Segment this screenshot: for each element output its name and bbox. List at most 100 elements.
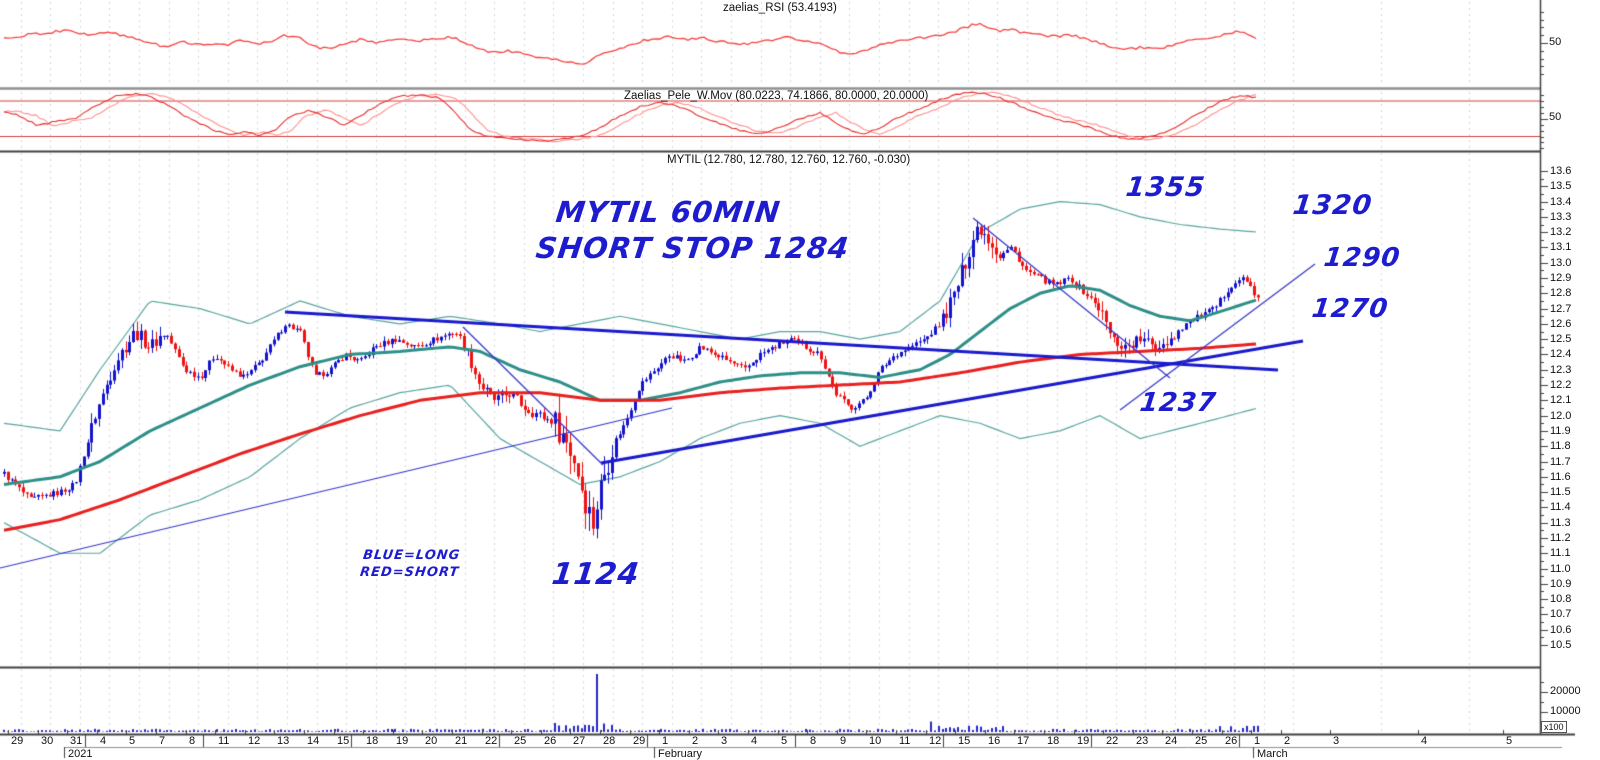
date-label: 4: [751, 735, 758, 747]
chart-annotation[interactable]: SHORT STOP 1284: [533, 231, 852, 265]
chart-annotation[interactable]: 1320: [1291, 190, 1375, 221]
date-label: 10: [869, 735, 882, 747]
date-label: 15: [337, 735, 350, 747]
date-label: 16: [988, 735, 1001, 747]
date-label: 20: [425, 735, 438, 747]
date-label: 26: [1225, 735, 1238, 747]
month-label: 2021: [68, 748, 93, 760]
date-label: 22: [1106, 735, 1119, 747]
date-label: 7: [159, 735, 166, 747]
price-axis-label: 12.7: [1550, 303, 1572, 315]
date-label: 12: [248, 735, 261, 747]
rsi-axis-label-50: 50: [1549, 36, 1562, 48]
date-label: 19: [1077, 735, 1090, 747]
price-axis-label: 11.9: [1550, 425, 1571, 437]
price-axis-label: 13.5: [1550, 180, 1572, 192]
date-label: 2: [1284, 735, 1291, 747]
month-label: March: [1257, 748, 1288, 760]
price-axis-label: 13.6: [1550, 165, 1572, 177]
price-axis-label: 12.0: [1550, 410, 1572, 422]
date-label: 12: [929, 735, 942, 747]
date-label: 17: [1017, 735, 1030, 747]
volume-axis-label: 10000: [1550, 705, 1581, 717]
price-axis-label: 11.0: [1550, 563, 1571, 575]
date-label: 11: [899, 735, 911, 747]
date-label: 15: [958, 735, 971, 747]
price-axis-label: 12.4: [1550, 348, 1572, 360]
date-label: 28: [603, 735, 616, 747]
date-label: 31: [70, 735, 83, 747]
price-axis-label: 11.6: [1550, 471, 1571, 483]
date-label: 5: [129, 735, 136, 747]
date-label: 24: [1165, 735, 1178, 747]
date-label: 18: [1047, 735, 1060, 747]
price-axis-label: 13.4: [1550, 196, 1572, 208]
date-label: 25: [1195, 735, 1208, 747]
date-label: 26: [544, 735, 557, 747]
price-axis-label: 11.4: [1550, 501, 1571, 513]
volume-multiplier-badge: x100: [1541, 721, 1567, 733]
date-label: 23: [1136, 735, 1149, 747]
price-axis-label: 10.5: [1550, 639, 1572, 651]
price-panel-title: MYTIL (12.780, 12.780, 12.760, 12.760, -…: [667, 154, 911, 166]
date-label: 14: [307, 735, 320, 747]
volume-axis-label: 20000: [1550, 685, 1581, 697]
price-axis-label: 11.7: [1550, 456, 1571, 468]
date-label: 8: [810, 735, 817, 747]
chart-annotation[interactable]: BLUE=LONG: [362, 548, 462, 563]
pele-axis-label-50: 50: [1549, 111, 1562, 123]
chart-annotation[interactable]: MYTIL 60MIN: [553, 195, 783, 229]
date-label: 30: [41, 735, 54, 747]
price-axis-label: 11.8: [1550, 440, 1571, 452]
date-label: 21: [455, 735, 468, 747]
price-axis-label: 11.3: [1550, 517, 1571, 529]
chart-annotation[interactable]: RED=SHORT: [359, 565, 461, 580]
date-label-future: 4: [1421, 735, 1428, 747]
date-label: 19: [396, 735, 409, 747]
price-axis-label: 13.3: [1550, 211, 1572, 223]
date-label: 2: [692, 735, 699, 747]
date-label: 1: [1254, 735, 1261, 747]
price-axis-label: 13.1: [1550, 241, 1572, 253]
price-axis-label: 13.2: [1550, 226, 1572, 238]
date-label: 18: [366, 735, 379, 747]
rsi-panel-title: zaelias_RSI (53.4193): [723, 2, 837, 14]
date-label: 1: [662, 735, 669, 747]
chart-annotation[interactable]: 1124: [549, 557, 642, 592]
chart-annotation[interactable]: 1355: [1124, 172, 1208, 203]
price-axis-label: 13.0: [1550, 257, 1572, 269]
date-label: 4: [100, 735, 107, 747]
price-axis-label: 12.2: [1550, 379, 1572, 391]
date-label: 22: [485, 735, 498, 747]
date-label-future: 3: [1333, 735, 1340, 747]
chart-annotation[interactable]: 1290: [1322, 243, 1403, 273]
price-axis-label: 11.5: [1550, 486, 1571, 498]
month-label: February: [658, 748, 703, 760]
price-axis-label: 10.6: [1550, 624, 1572, 636]
date-label: 9: [840, 735, 847, 747]
date-label: 11: [218, 735, 230, 747]
price-axis-label: 11.2: [1550, 532, 1571, 544]
price-axis-label: 12.8: [1550, 287, 1572, 299]
price-axis-label: 11.1: [1550, 547, 1571, 559]
price-axis-label: 10.7: [1550, 608, 1572, 620]
price-axis-label: 12.5: [1550, 333, 1572, 345]
date-label-future: 5: [1506, 735, 1513, 747]
pele-panel-title: Zaelias_Pele_W.Mov (80.0223, 74.1866, 80…: [624, 90, 929, 102]
date-label: 25: [514, 735, 527, 747]
chart-annotation[interactable]: 1270: [1310, 294, 1391, 324]
price-axis-label: 12.9: [1550, 272, 1572, 284]
date-label: 27: [573, 735, 586, 747]
date-label: 29: [633, 735, 646, 747]
price-axis-label: 12.3: [1550, 364, 1572, 376]
price-axis-label: 12.1: [1550, 394, 1572, 406]
price-axis-label: 10.9: [1550, 578, 1572, 590]
chart-annotation[interactable]: 1237: [1138, 388, 1219, 418]
date-label: 13: [277, 735, 290, 747]
date-label: 3: [721, 735, 728, 747]
date-label: 29: [11, 735, 24, 747]
price-axis-label: 10.8: [1550, 593, 1572, 605]
date-label: 5: [781, 735, 788, 747]
